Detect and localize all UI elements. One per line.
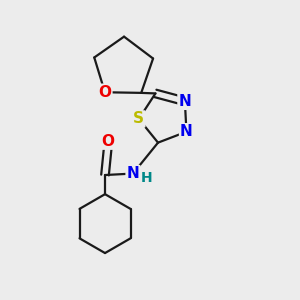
Text: N: N xyxy=(180,124,193,139)
Text: N: N xyxy=(127,166,140,181)
Text: S: S xyxy=(133,112,144,127)
Text: N: N xyxy=(178,94,191,109)
Text: H: H xyxy=(140,171,152,185)
Text: O: O xyxy=(98,85,111,100)
Text: O: O xyxy=(101,134,115,149)
